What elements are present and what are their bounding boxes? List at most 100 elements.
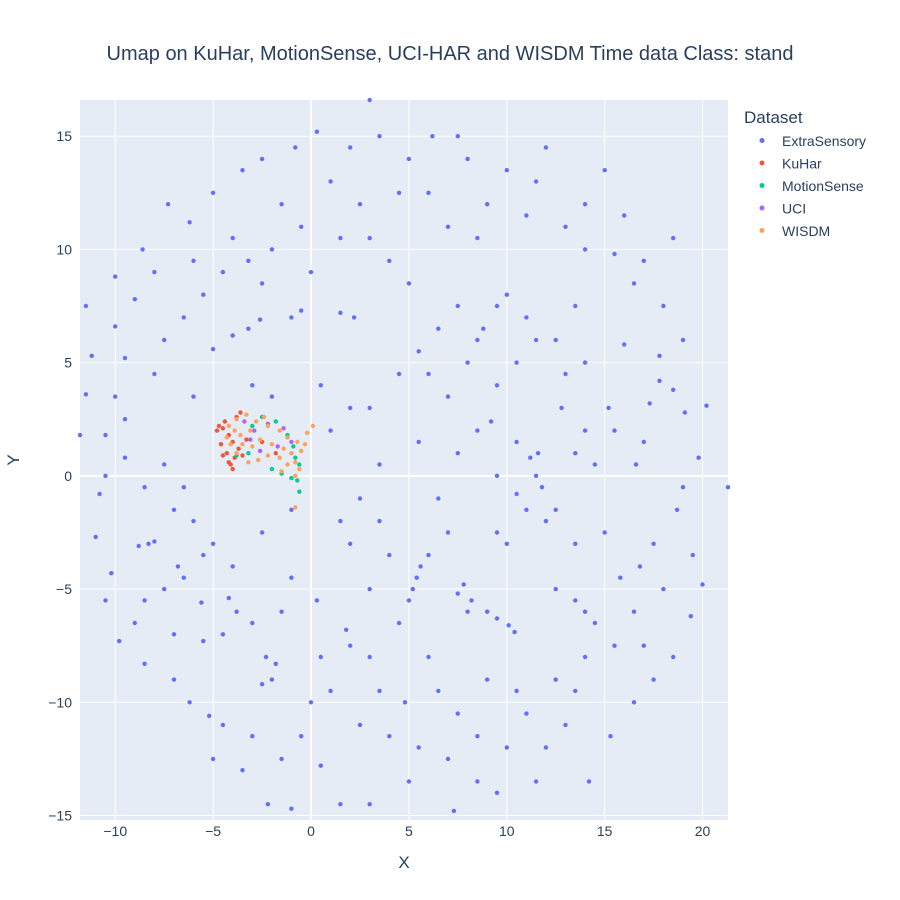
point-extrasensory [455, 711, 460, 716]
point-extrasensory [533, 473, 539, 478]
point-extrasensory [602, 530, 607, 535]
point-extrasensory [631, 281, 637, 286]
point-extrasensory [416, 349, 421, 354]
x-axis-ticks: −10 −5 0 5 10 15 20 [103, 823, 710, 839]
point-extrasensory [117, 638, 122, 644]
point-extrasensory [586, 779, 592, 784]
x-tick-label: −10 [103, 823, 127, 839]
point-extrasensory [152, 371, 157, 377]
point-extrasensory [688, 614, 693, 619]
point-extrasensory [210, 346, 216, 352]
point-extrasensory [181, 315, 186, 320]
point-extrasensory [396, 620, 402, 626]
point-wisdm [304, 430, 310, 435]
point-extrasensory [289, 575, 294, 580]
legend-marker [759, 228, 765, 233]
point-extrasensory [506, 623, 511, 628]
scatter-points [77, 97, 731, 814]
point-extrasensory [77, 432, 83, 438]
legend-marker [759, 183, 765, 188]
point-extrasensory [314, 129, 320, 134]
legend-item-motionsense[interactable]: MotionSense [759, 178, 864, 194]
point-extrasensory [402, 700, 408, 705]
point-extrasensory [259, 281, 265, 286]
legend-label: UCI [782, 201, 806, 217]
point-extrasensory [475, 337, 480, 343]
point-extrasensory [592, 462, 598, 467]
legend-item-uci[interactable]: UCI [759, 201, 807, 217]
point-extrasensory [455, 451, 460, 456]
point-extrasensory [553, 337, 558, 343]
point-extrasensory [553, 677, 558, 682]
point-extrasensory [488, 419, 494, 424]
point-extrasensory [348, 405, 353, 411]
point-extrasensory [142, 598, 147, 603]
point-extrasensory [250, 383, 255, 388]
point-motionsense [293, 455, 298, 460]
y-axis-ticks: −15 −10 −5 0 5 10 15 [48, 128, 72, 823]
point-extrasensory [725, 485, 731, 490]
point-extrasensory [142, 485, 147, 490]
point-extrasensory [682, 410, 688, 415]
point-extrasensory [230, 564, 235, 569]
point-wisdm [277, 455, 282, 460]
point-extrasensory [582, 428, 588, 433]
point-wisdm [295, 439, 300, 445]
point-extrasensory [396, 371, 402, 377]
point-extrasensory [445, 224, 451, 229]
grid-lines [80, 100, 728, 820]
point-extrasensory [504, 745, 509, 750]
legend-marker [759, 160, 765, 166]
point-extrasensory [680, 485, 686, 490]
point-extrasensory [387, 258, 392, 263]
point-extrasensory [641, 258, 646, 263]
point-extrasensory [524, 711, 529, 716]
point-extrasensory [308, 700, 314, 705]
point-extrasensory [485, 677, 490, 682]
legend-item-extrasensory[interactable]: ExtraSensory [759, 133, 867, 149]
point-extrasensory [704, 403, 709, 408]
point-extrasensory [469, 598, 474, 603]
point-extrasensory [608, 734, 613, 739]
point-extrasensory [279, 756, 284, 762]
point-extrasensory [573, 451, 578, 456]
point-extrasensory [338, 802, 343, 807]
point-motionsense [250, 423, 255, 429]
point-extrasensory [406, 598, 412, 603]
x-tick-label: 20 [695, 823, 711, 839]
point-extrasensory [504, 292, 509, 297]
point-extrasensory [641, 643, 646, 648]
point-extrasensory [348, 145, 353, 150]
y-axis-title: Y [4, 454, 23, 465]
point-extrasensory [533, 779, 539, 784]
point-kuhar [240, 453, 245, 458]
point-extrasensory [416, 745, 421, 750]
point-extrasensory [612, 643, 617, 648]
point-extrasensory [436, 688, 441, 694]
point-extrasensory [426, 371, 431, 377]
point-wisdm [232, 428, 237, 433]
point-extrasensory [414, 575, 419, 580]
point-extrasensory [289, 315, 294, 320]
point-extrasensory [171, 677, 177, 682]
point-uci [281, 426, 286, 431]
point-extrasensory [445, 394, 451, 399]
point-extrasensory [641, 439, 646, 445]
point-extrasensory [83, 392, 89, 397]
point-extrasensory [582, 654, 588, 660]
point-extrasensory [181, 485, 186, 490]
point-kuhar [238, 410, 243, 415]
point-extrasensory [543, 518, 549, 524]
legend-item-wisdm[interactable]: WISDM [759, 223, 831, 239]
point-wisdm [279, 469, 284, 474]
point-extrasensory [494, 530, 500, 535]
point-extrasensory [263, 654, 269, 660]
point-extrasensory [475, 235, 480, 241]
point-kuhar [226, 460, 231, 465]
legend-item-kuhar[interactable]: KuHar [759, 156, 823, 172]
point-extrasensory [533, 337, 539, 343]
point-extrasensory [633, 462, 639, 467]
point-extrasensory [445, 756, 451, 762]
point-extrasensory [279, 202, 284, 207]
point-wisdm [293, 473, 298, 478]
